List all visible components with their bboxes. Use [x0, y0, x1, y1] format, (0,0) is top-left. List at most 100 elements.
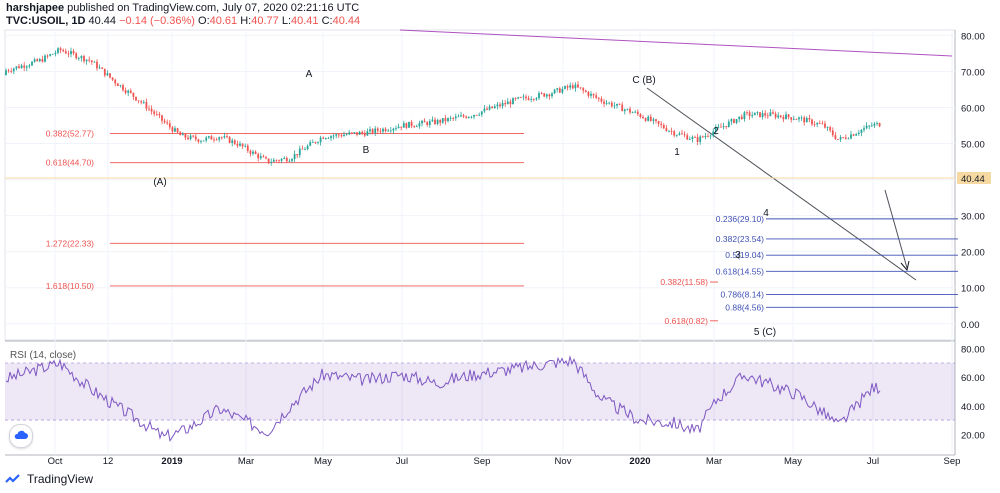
last-price-text: 40.44: [961, 174, 985, 185]
candle-body: [691, 137, 694, 140]
candle-body: [839, 137, 842, 140]
candle-body: [379, 130, 382, 132]
candle-body: [244, 145, 247, 147]
candle-body: [457, 116, 460, 118]
candle-body: [366, 131, 369, 136]
wave-label: 3: [735, 250, 741, 261]
candle-body: [421, 120, 423, 124]
candle-body: [405, 123, 408, 128]
candle-body: [129, 90, 132, 93]
candle-body: [623, 109, 626, 112]
candle-body: [345, 134, 348, 136]
author-name[interactable]: harshjapee: [6, 2, 65, 14]
close-label: C:: [321, 15, 333, 27]
candle-body: [727, 121, 730, 127]
candle-body: [779, 115, 782, 117]
candle-body: [694, 137, 696, 138]
candle-body: [239, 143, 241, 146]
candle-body: [686, 135, 689, 140]
candle-body: [813, 124, 816, 126]
candle-body: [96, 61, 98, 69]
candle-body: [826, 127, 829, 128]
footer: TradingView: [4, 472, 93, 486]
tradingview-badge[interactable]: [9, 424, 33, 448]
candle-body: [103, 68, 106, 76]
candle-body: [77, 58, 80, 59]
candle-body: [761, 113, 764, 117]
candle-body: [811, 119, 813, 125]
candle-body: [709, 135, 712, 137]
candle-body: [33, 59, 36, 62]
candle-body: [821, 123, 824, 125]
candle-body: [579, 87, 582, 89]
candle-body: [436, 120, 439, 124]
candle-body: [644, 118, 647, 121]
candle-body: [452, 117, 455, 119]
candle-body: [855, 134, 858, 136]
candle-body: [62, 50, 65, 52]
candle-body: [707, 135, 709, 137]
price-tick-label: 30.00: [961, 212, 985, 223]
axes: 80.0070.0060.0050.0040.0030.0020.0010.00…: [48, 31, 991, 467]
candle-body: [522, 96, 525, 98]
candle-body: [790, 117, 793, 120]
grid: [4, 29, 956, 456]
candle-body: [23, 65, 26, 68]
wave-label: 5 (C): [754, 327, 776, 338]
candle-body: [738, 116, 741, 120]
candle-body: [220, 137, 223, 139]
candle-body: [831, 130, 834, 136]
brand-name[interactable]: TradingView: [27, 472, 94, 486]
candle-body: [857, 132, 860, 135]
projection-arrowhead: [900, 260, 910, 272]
price-tick-label: 0.00: [961, 320, 980, 331]
candle-body: [655, 119, 657, 122]
candle-body: [878, 123, 881, 127]
candle-body: [512, 98, 514, 105]
candle-body: [353, 132, 356, 134]
candle-body: [530, 99, 533, 100]
candle-body: [577, 84, 579, 88]
candle-body: [38, 59, 41, 62]
rsi-tick-label: 80.00: [961, 345, 985, 356]
price-pane-frame: [4, 29, 956, 341]
candle-body: [54, 52, 57, 54]
high-value: 40.77: [251, 15, 279, 27]
candle-body: [652, 119, 655, 121]
candle-body: [205, 137, 208, 141]
candle-body: [171, 127, 174, 132]
candle-body: [327, 138, 330, 139]
candle-body: [137, 100, 140, 102]
candle-body: [46, 55, 49, 57]
candle-body: [538, 93, 540, 99]
candle-body: [376, 128, 379, 131]
candle-body: [683, 134, 686, 136]
candle-body: [231, 140, 234, 143]
time-tick-label: Mar: [238, 456, 254, 467]
candle-body: [397, 126, 400, 129]
candle-body: [454, 116, 457, 119]
candle-body: [795, 119, 798, 121]
candle-body: [584, 90, 587, 92]
candle-body: [194, 136, 197, 140]
candle-body: [792, 119, 795, 121]
candle-body: [75, 53, 78, 59]
candle-body: [415, 126, 418, 128]
candle-body: [618, 103, 621, 105]
candle-body: [642, 116, 644, 119]
candle-body: [150, 108, 153, 112]
candle-body: [787, 114, 790, 118]
candle-body: [852, 134, 855, 136]
rsi-tick-label: 40.00: [961, 402, 985, 413]
candle-body: [545, 94, 548, 97]
candle-body: [569, 85, 572, 88]
candle-body: [605, 102, 608, 104]
candle-body: [348, 132, 351, 135]
time-tick-label: May: [784, 456, 802, 467]
candle-body: [678, 133, 681, 135]
candle-body: [447, 118, 449, 122]
candle-body: [491, 106, 494, 109]
candle-body: [764, 113, 767, 116]
candle-body: [272, 159, 275, 162]
